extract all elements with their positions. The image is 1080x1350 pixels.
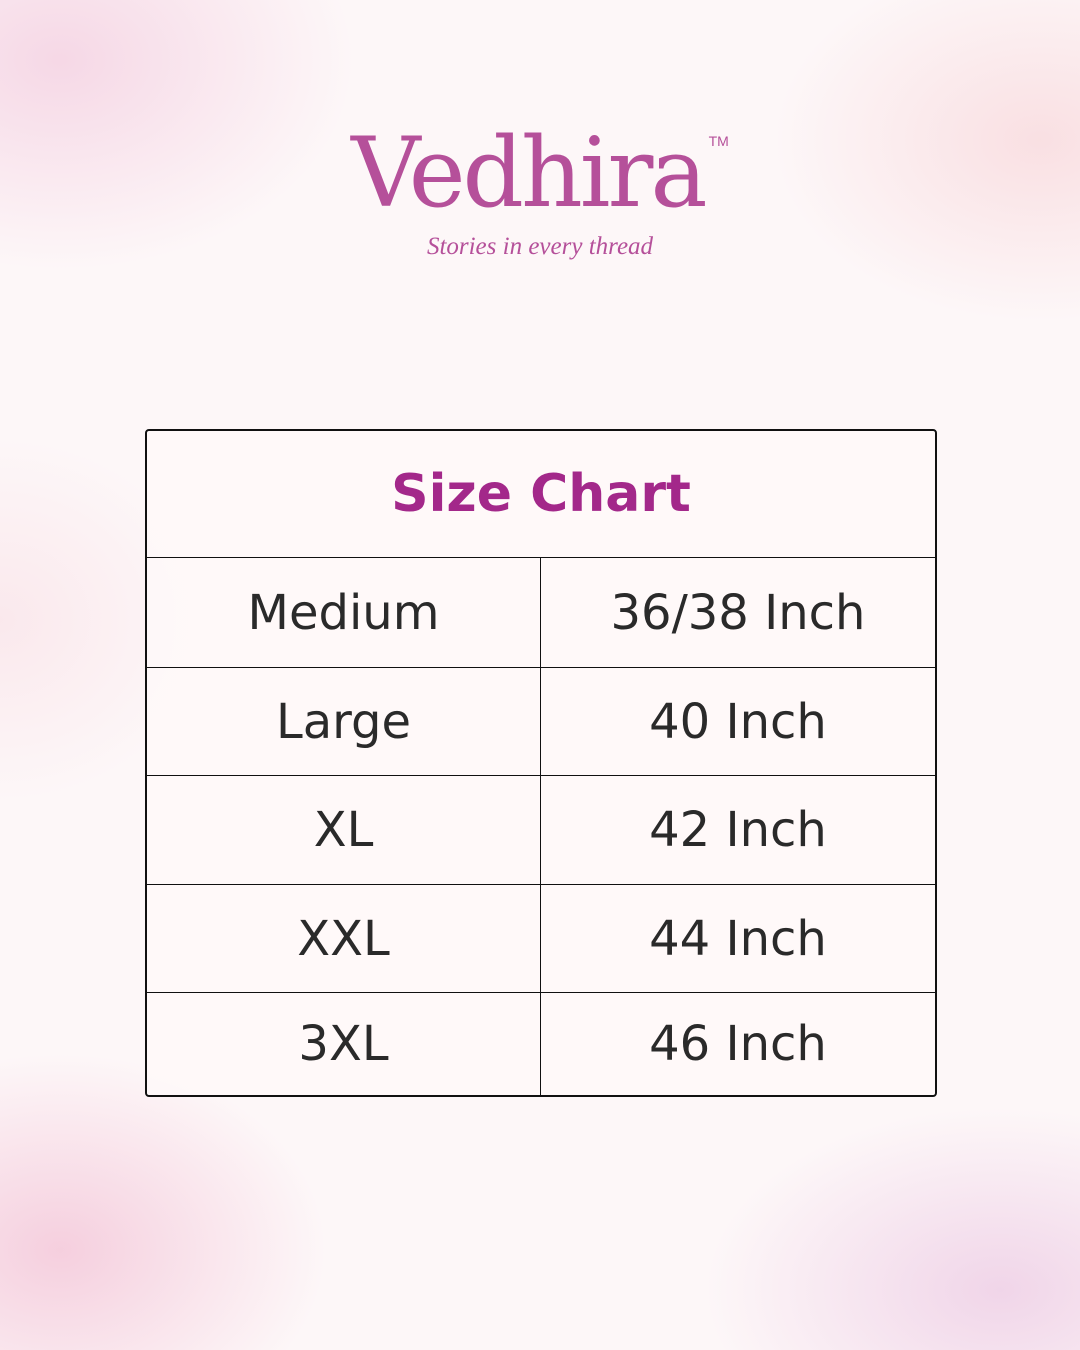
measure-cell: 44 Inch bbox=[541, 885, 935, 993]
size-cell: XL bbox=[147, 776, 541, 885]
brand-name: Vedhira TM bbox=[0, 118, 1080, 228]
measure-cell: 42 Inch bbox=[541, 776, 935, 885]
size-cell: Large bbox=[147, 668, 541, 776]
trademark-symbol: TM bbox=[708, 133, 729, 149]
brand-wordmark: Vedhira bbox=[351, 117, 707, 229]
size-chart-table: Size Chart Medium 36/38 Inch Large 40 In… bbox=[145, 429, 937, 1097]
size-chart-title: Size Chart bbox=[147, 431, 935, 558]
brand-tagline: Stories in every thread bbox=[426, 233, 654, 260]
measure-cell: 36/38 Inch bbox=[541, 558, 935, 668]
size-cell: XXL bbox=[147, 885, 541, 993]
brand-logo: Vedhira TM Stories in every thread bbox=[0, 118, 1080, 262]
measure-cell: 46 Inch bbox=[649, 1016, 827, 1072]
measure-cell: 40 Inch bbox=[541, 668, 935, 776]
size-cell: 3XL bbox=[147, 993, 541, 1095]
size-cell: Medium bbox=[147, 558, 541, 668]
